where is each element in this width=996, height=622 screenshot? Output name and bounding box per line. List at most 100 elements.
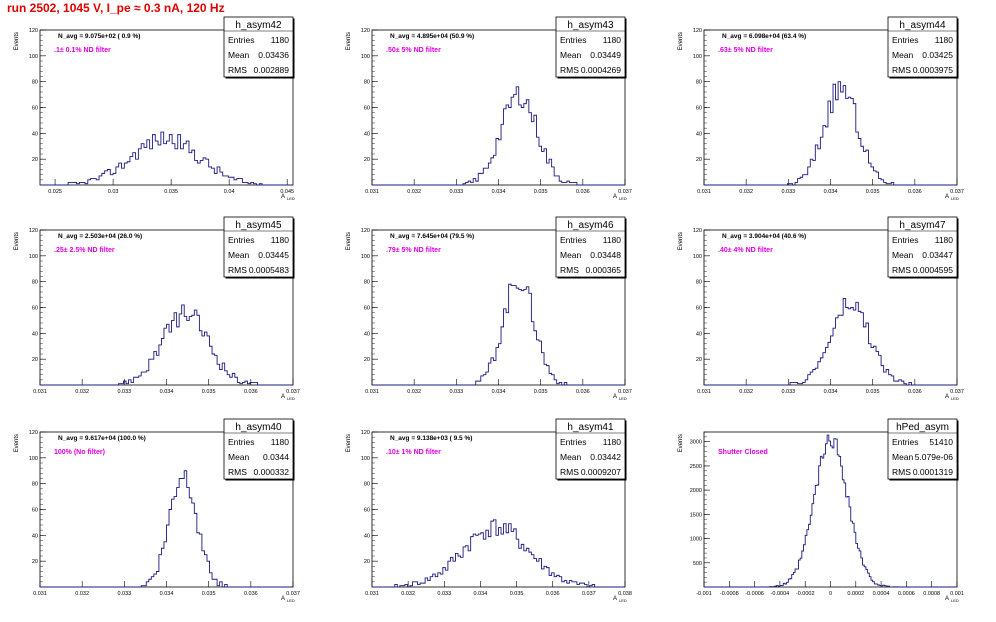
- statbox-key: RMS: [892, 265, 911, 275]
- y-tick-label: 40: [696, 131, 702, 137]
- statbox: [887, 16, 958, 78]
- filter-note: 100% (No filter): [54, 449, 105, 456]
- filter-note: .50± 5% ND filter: [386, 47, 441, 54]
- y-axis-label: Events: [14, 32, 20, 50]
- histogram-line: [704, 434, 957, 588]
- histogram-line: [704, 81, 957, 186]
- x-tick-label: 0.035: [202, 389, 216, 395]
- x-tick-label: 0.034: [824, 389, 838, 395]
- y-tick-label: 80: [32, 482, 38, 488]
- x-tick-label: 0.034: [474, 591, 488, 597]
- statbox-title: h_asym47: [899, 220, 946, 231]
- x-axis-subscript: LED: [287, 196, 295, 201]
- y-tick-label: 20: [32, 559, 38, 565]
- y-tick-label: 20: [32, 157, 38, 163]
- y-tick-label: 40: [32, 331, 38, 337]
- navg-label: N_avg = 9.617e+04 (100.0 %): [58, 435, 146, 442]
- x-axis-subscript: LED: [951, 196, 959, 201]
- filter-note: Shutter Closed: [718, 449, 768, 456]
- statbox-key: RMS: [228, 467, 247, 477]
- y-tick-label: 80: [696, 80, 702, 86]
- y-tick-label: 80: [364, 80, 370, 86]
- histogram-line: [40, 304, 293, 386]
- histogram-line: [40, 131, 293, 186]
- y-tick-label: 100: [361, 456, 370, 462]
- x-tick-label: 0.035: [164, 189, 178, 195]
- x-tick-label: 0.033: [781, 189, 795, 195]
- x-tick-label: 0.0002: [847, 591, 864, 597]
- x-tick-label: 0.035: [202, 591, 216, 597]
- x-tick-label: 0.036: [576, 189, 590, 195]
- statbox-value: 5.079e-06: [915, 452, 954, 462]
- x-tick-label: 0.033: [117, 591, 131, 597]
- statbox-value: 0.03447: [922, 250, 953, 260]
- x-tick-label: 0.025: [48, 189, 62, 195]
- y-tick-label: 1000: [690, 537, 702, 543]
- x-axis-subscript: LED: [619, 598, 627, 603]
- navg-label: N_avg = 7.645e+04 (79.5 %): [390, 233, 474, 240]
- x-tick-label: 0.035: [510, 591, 524, 597]
- statbox-title: h_asym43: [567, 20, 614, 31]
- x-axis-subscript: LED: [951, 396, 959, 401]
- x-tick-label: -0.0004: [771, 591, 790, 597]
- y-tick-label: 2500: [690, 464, 702, 470]
- statbox-key: Entries: [560, 235, 586, 245]
- y-tick-label: 20: [696, 357, 702, 363]
- y-tick-label: 60: [696, 306, 702, 312]
- x-tick-label: 0.034: [824, 189, 838, 195]
- y-tick-label: 40: [364, 331, 370, 337]
- x-tick-label: 0.036: [546, 591, 560, 597]
- statbox-value: 0.0005483: [249, 265, 289, 275]
- filter-note: .25± 2.5% ND filter: [54, 247, 115, 254]
- x-tick-label: 0.0008: [923, 591, 940, 597]
- x-tick-label: 0.034: [492, 389, 506, 395]
- x-tick-label: -0.0008: [720, 591, 739, 597]
- x-tick-label: 0.036: [244, 389, 258, 395]
- x-tick-label: 0.037: [286, 389, 300, 395]
- y-axis-label: Events: [346, 434, 352, 452]
- statbox-key: Entries: [892, 437, 918, 447]
- y-axis-label: Events: [678, 232, 684, 250]
- x-tick-label: 0.035: [534, 189, 548, 195]
- histogram-panel-h_asym44: Events 20 40 60 80 100 120 0.031 0.032 0.033 0.034…: [678, 16, 964, 201]
- x-tick-label: 0.032: [739, 389, 753, 395]
- statbox-value: 1180: [935, 35, 954, 45]
- navg-label: N_avg = 9.075e+02 ( 0.9 %): [58, 33, 140, 40]
- x-tick-label: 0.038: [618, 591, 632, 597]
- x-tick-label: 0.045: [280, 189, 294, 195]
- histogram-line: [704, 298, 957, 386]
- x-tick-label: 0.03: [108, 189, 119, 195]
- statbox-value: 1180: [603, 437, 622, 447]
- x-tick-label: 0.034: [160, 389, 174, 395]
- statbox-key: Entries: [228, 35, 254, 45]
- y-axis-label: Events: [678, 32, 684, 50]
- navg-label: N_avg = 9.138e+03 ( 9.5 %): [390, 435, 472, 442]
- y-tick-label: 120: [29, 430, 38, 436]
- y-tick-label: 120: [361, 430, 370, 436]
- x-tick-label: 0.031: [365, 189, 379, 195]
- y-tick-label: 60: [364, 106, 370, 112]
- statbox: [223, 16, 294, 78]
- statbox: [555, 216, 626, 278]
- statbox-title: h_asym42: [235, 20, 282, 31]
- y-tick-label: 40: [696, 331, 702, 337]
- statbox-title: hPed_asym: [896, 422, 949, 433]
- histogram-panel-h_asym45: Events 20 40 60 80 100 120 0.031 0.032 0.033 0.034…: [14, 216, 300, 401]
- x-axis-subscript: LED: [619, 196, 627, 201]
- x-tick-label: 0.032: [75, 591, 89, 597]
- x-tick-label: 0.033: [781, 389, 795, 395]
- statbox-value: 0.0004269: [581, 65, 621, 75]
- statbox-key: Mean: [228, 50, 250, 60]
- x-tick-label: 0.031: [697, 389, 711, 395]
- y-tick-label: 20: [364, 357, 370, 363]
- statbox-key: RMS: [228, 65, 247, 75]
- statbox-title: h_asym41: [567, 422, 614, 433]
- x-axis-label: A: [613, 194, 617, 200]
- histogram-line: [372, 86, 625, 186]
- y-tick-label: 20: [364, 157, 370, 163]
- histogram-panel-h_asym47: Events 20 40 60 80 100 120 0.031 0.032 0.033 0.034…: [678, 216, 964, 401]
- y-tick-label: 120: [29, 228, 38, 234]
- x-tick-label: 0.035: [866, 389, 880, 395]
- statbox-value: 0.0003975: [913, 65, 953, 75]
- statbox-key: Entries: [892, 235, 918, 245]
